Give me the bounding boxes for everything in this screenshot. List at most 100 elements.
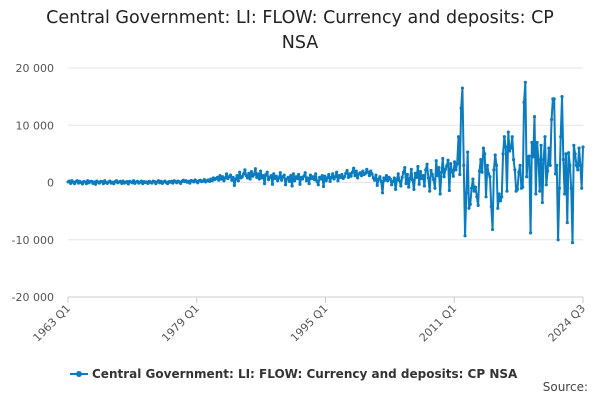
data-point[interactable] xyxy=(365,167,369,171)
data-point[interactable] xyxy=(257,177,261,181)
data-point[interactable] xyxy=(492,168,496,172)
data-point[interactable] xyxy=(528,231,533,235)
data-point[interactable] xyxy=(480,170,484,174)
data-point[interactable] xyxy=(331,172,335,176)
data-point[interactable] xyxy=(319,177,323,181)
data-point[interactable] xyxy=(555,163,559,167)
data-point[interactable] xyxy=(475,195,479,199)
data-point[interactable] xyxy=(269,174,273,178)
data-point[interactable] xyxy=(314,172,318,176)
data-point[interactable] xyxy=(338,175,343,179)
data-point[interactable] xyxy=(553,172,558,176)
data-point[interactable] xyxy=(231,175,235,179)
data-point[interactable] xyxy=(289,174,293,178)
data-point[interactable] xyxy=(401,170,406,174)
data-point[interactable] xyxy=(464,191,468,195)
data-point[interactable] xyxy=(425,162,429,166)
data-point[interactable] xyxy=(265,170,269,174)
data-point[interactable] xyxy=(580,186,584,190)
data-point[interactable] xyxy=(576,168,580,172)
data-point[interactable] xyxy=(342,175,347,179)
data-point[interactable] xyxy=(300,177,305,181)
data-point[interactable] xyxy=(557,186,562,190)
data-point[interactable] xyxy=(412,187,416,191)
data-point[interactable] xyxy=(391,179,395,183)
data-point[interactable] xyxy=(408,176,412,181)
data-point[interactable] xyxy=(420,176,424,181)
data-point[interactable] xyxy=(345,168,349,173)
data-point[interactable] xyxy=(139,179,143,183)
data-point[interactable] xyxy=(527,154,531,158)
data-point[interactable] xyxy=(496,206,500,210)
data-point[interactable] xyxy=(569,186,573,190)
data-point[interactable] xyxy=(470,186,474,190)
data-point[interactable] xyxy=(403,166,407,170)
data-point[interactable] xyxy=(459,106,463,110)
data-point[interactable] xyxy=(404,182,408,186)
data-point[interactable] xyxy=(556,238,560,242)
data-point[interactable] xyxy=(437,166,441,170)
data-point[interactable] xyxy=(390,183,394,187)
data-point[interactable] xyxy=(477,169,482,173)
data-point[interactable] xyxy=(232,183,237,187)
data-point[interactable] xyxy=(383,178,387,182)
data-point[interactable] xyxy=(396,172,400,176)
data-point[interactable] xyxy=(544,183,548,187)
data-point[interactable] xyxy=(455,162,459,166)
data-point[interactable] xyxy=(535,140,539,145)
data-point[interactable] xyxy=(510,135,514,139)
data-point[interactable] xyxy=(379,179,383,183)
data-point[interactable] xyxy=(531,155,535,159)
legend[interactable]: Central Government: LI: FLOW: Currency a… xyxy=(70,364,517,384)
data-point[interactable] xyxy=(297,172,301,177)
data-point[interactable] xyxy=(548,163,552,167)
data-point[interactable] xyxy=(335,170,339,174)
data-point[interactable] xyxy=(559,135,563,139)
data-point[interactable] xyxy=(321,184,326,189)
data-point[interactable] xyxy=(421,174,425,178)
data-point[interactable] xyxy=(473,185,478,189)
data-point[interactable] xyxy=(380,191,385,195)
data-point[interactable] xyxy=(543,135,547,139)
data-point[interactable] xyxy=(373,178,377,182)
data-point[interactable] xyxy=(291,172,295,176)
data-point[interactable] xyxy=(523,80,527,84)
data-point[interactable] xyxy=(93,182,98,186)
data-point[interactable] xyxy=(413,171,417,175)
data-point[interactable] xyxy=(429,168,433,173)
data-point[interactable] xyxy=(445,164,449,168)
data-point[interactable] xyxy=(434,159,438,163)
data-point[interactable] xyxy=(217,178,221,182)
data-point[interactable] xyxy=(490,227,495,232)
data-point[interactable] xyxy=(547,146,551,150)
data-point[interactable] xyxy=(304,179,309,183)
data-point[interactable] xyxy=(221,175,225,179)
data-point[interactable] xyxy=(245,176,250,180)
data-point[interactable] xyxy=(256,172,260,176)
data-point[interactable] xyxy=(378,175,382,179)
data-point[interactable] xyxy=(238,170,242,174)
data-point[interactable] xyxy=(449,162,453,166)
data-point[interactable] xyxy=(354,169,358,173)
data-point[interactable] xyxy=(498,199,503,203)
data-point[interactable] xyxy=(308,173,313,177)
data-point[interactable] xyxy=(438,192,442,196)
data-point[interactable] xyxy=(392,176,396,180)
data-point[interactable] xyxy=(316,183,320,187)
data-point[interactable] xyxy=(494,163,499,167)
data-point[interactable] xyxy=(307,182,311,186)
data-point[interactable] xyxy=(303,171,307,175)
data-point[interactable] xyxy=(247,171,251,175)
data-point[interactable] xyxy=(540,200,544,205)
data-point[interactable] xyxy=(476,203,480,207)
data-point[interactable] xyxy=(274,174,278,178)
data-point[interactable] xyxy=(452,160,457,164)
data-point[interactable] xyxy=(367,174,371,178)
data-point[interactable] xyxy=(249,170,254,174)
data-point[interactable] xyxy=(504,145,508,149)
data-point[interactable] xyxy=(218,174,222,178)
data-point[interactable] xyxy=(240,175,244,179)
data-point[interactable] xyxy=(446,158,450,162)
data-point[interactable] xyxy=(280,178,284,182)
data-point[interactable] xyxy=(324,179,328,183)
